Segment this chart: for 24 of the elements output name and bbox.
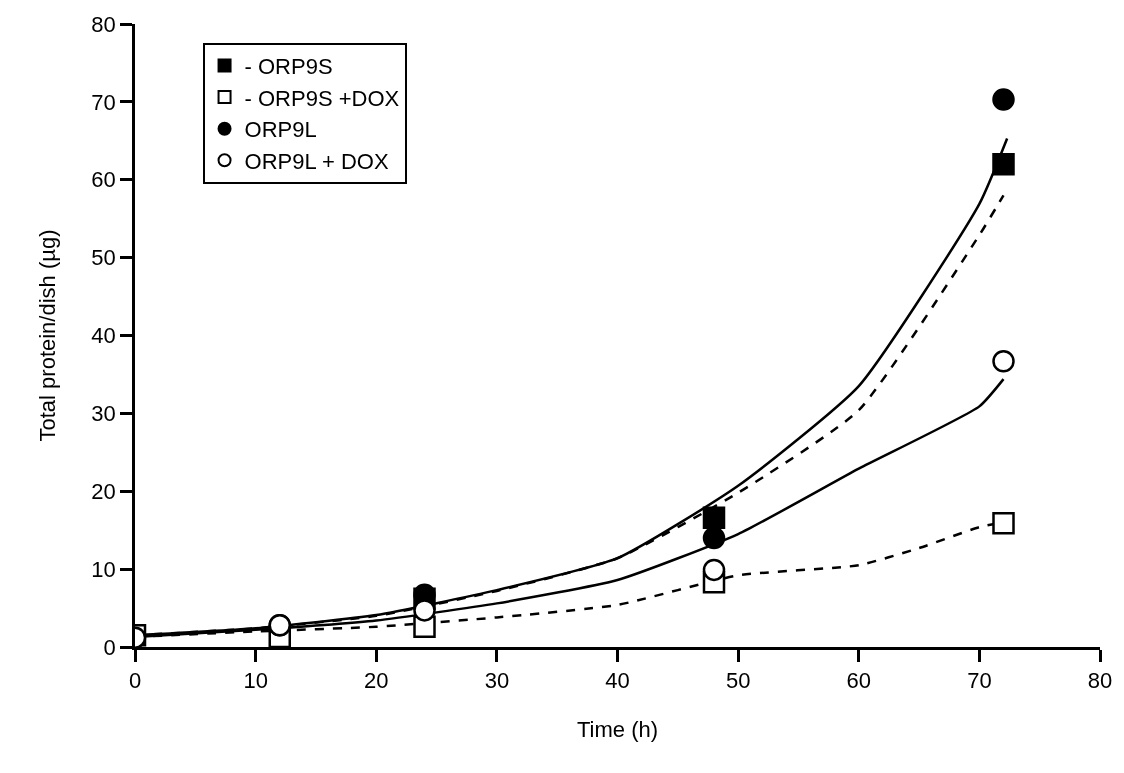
x-axis-title: Time (h) (576, 717, 659, 743)
legend-label: ORP9L + DOX (244, 148, 389, 174)
x-tick-label: 40 (605, 668, 630, 694)
x-tick-label: 70 (967, 668, 992, 694)
x-tick-label: 60 (846, 668, 871, 694)
legend-label: - ORP9S +DOX (244, 85, 400, 111)
y-axis-title: Total protein/dish (µg) (35, 229, 61, 442)
x-tick-label: 10 (243, 668, 268, 694)
x-tick-label: 80 (1087, 668, 1113, 694)
x-tick-label: 50 (725, 668, 751, 694)
y-tick-label: 10 (91, 556, 116, 582)
y-tick-label: 30 (91, 401, 116, 427)
x-tick-label: 20 (364, 668, 389, 694)
legend-label: - ORP9S (244, 54, 333, 80)
y-tick-label: 60 (91, 167, 116, 193)
y-tick-label: 70 (91, 89, 116, 115)
y-tick-label: 50 (91, 245, 116, 271)
y-tick-label: 80 (91, 11, 116, 37)
y-tick-label: 40 (91, 323, 116, 349)
legend-label: ORP9L (244, 117, 317, 143)
x-tick-label: 0 (128, 668, 142, 694)
y-tick-label: 20 (91, 478, 116, 504)
x-tick-label: 30 (484, 668, 510, 694)
y-tick-label: 0 (103, 634, 116, 660)
